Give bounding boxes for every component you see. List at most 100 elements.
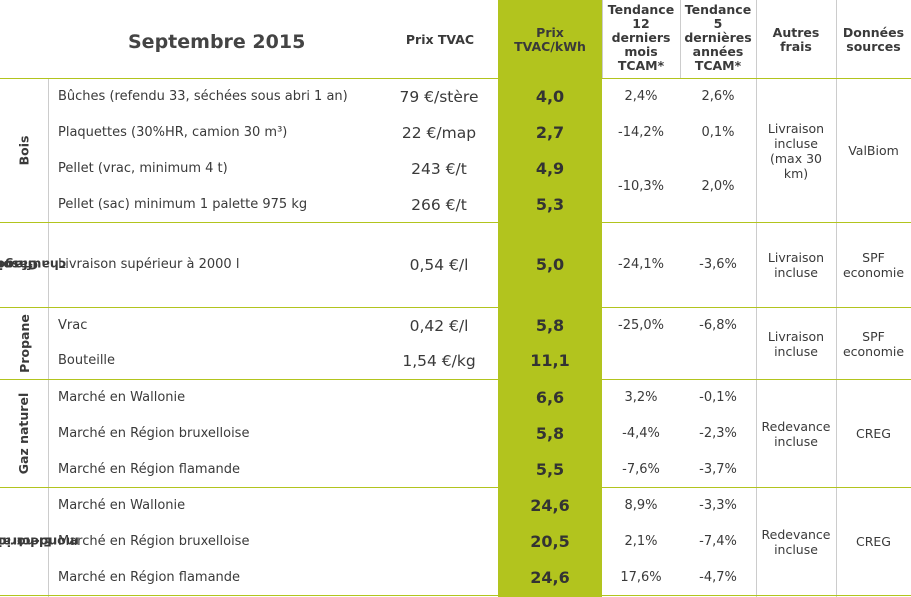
row-price-kwh: 5,8: [535, 316, 565, 335]
row-price: 0,54 €/l: [409, 256, 469, 274]
source-gaz: CREG: [856, 426, 891, 441]
source-gasoil: SPF economie: [842, 250, 905, 280]
table-row: Livraison supérieur à 2000 l 0,54 €/l 5,…: [0, 247, 911, 283]
price-kwh-column-bg: [498, 0, 602, 597]
table-row: Pellet (vrac, minimum 4 t) 243 €/t 4,9: [0, 151, 911, 187]
row-trend-12m: 2,4%: [624, 89, 658, 104]
header-price-kwh: Prix TVAC/kWh: [514, 25, 586, 54]
row-label: Bouteille: [58, 353, 116, 368]
fees-bois: Livraison incluse (max 30 km): [767, 120, 825, 181]
row-trend-5y: -4,7%: [699, 570, 737, 585]
row-trend-12m: -7,6%: [622, 462, 660, 477]
row-price-kwh: 24,6: [530, 496, 570, 515]
row-price-kwh: 5,5: [535, 460, 565, 479]
row-label: Marché en Région flamande: [58, 462, 241, 477]
row-price-kwh: 2,7: [535, 123, 565, 142]
row-label: Marché en Région bruxelloise: [58, 426, 250, 441]
row-label: Marché en Wallonie: [58, 390, 186, 405]
row-trend-12m: 17,6%: [620, 570, 662, 585]
row-price: 243 €/t: [411, 160, 467, 178]
table-row: Marché en Wallonie 6,6 3,2% -0,1%: [0, 380, 911, 416]
row-trend-5y: -3,3%: [699, 498, 737, 513]
group-separator: [0, 379, 911, 380]
group-separator: [0, 487, 911, 488]
row-label: Livraison supérieur à 2000 l: [58, 257, 240, 272]
source-propane: SPF economie: [842, 328, 905, 359]
separator: [602, 0, 603, 78]
row-price-kwh: 4,9: [535, 159, 565, 178]
row-trend-12m: -4,4%: [622, 426, 660, 441]
row-trend-12m: 2,1%: [624, 534, 658, 549]
row-price-kwh: 20,5: [530, 532, 570, 551]
row-trend-5y: 2,6%: [701, 89, 735, 104]
row-label: Pellet (sac) minimum 1 palette 975 kg: [58, 197, 308, 212]
row-label: Marché en Wallonie: [58, 498, 186, 513]
fees-gaz: Redevance incluse: [761, 418, 831, 449]
table-row: Marché en Région flamande 24,6 17,6% -4,…: [0, 560, 911, 596]
source-electricite: CREG: [856, 534, 891, 549]
group-separator: [0, 307, 911, 308]
fees-gasoil: Livraison incluse: [767, 250, 825, 280]
row-price: 22 €/map: [401, 124, 477, 142]
row-trend-12m: 3,2%: [624, 390, 658, 405]
row-trend-12m: -10,3%: [618, 179, 664, 194]
row-price-kwh: 4,0: [535, 87, 565, 106]
row-trend-5y: 0,1%: [701, 125, 735, 140]
table-row: Pellet (sac) minimum 1 palette 975 kg 26…: [0, 187, 911, 223]
page-title: Septembre 2015: [128, 31, 306, 53]
pellet-merged-trends: -10,3% 2,0%: [0, 169, 911, 205]
row-trend-5y: -3,7%: [699, 462, 737, 477]
row-label: Plaquettes (30%HR, camion 30 m³): [58, 125, 288, 140]
separator: [836, 78, 837, 597]
row-label: Marché en Région flamande: [58, 570, 241, 585]
row-trend-5y: -2,3%: [699, 426, 737, 441]
row-label: Vrac: [58, 318, 88, 333]
separator: [756, 0, 757, 78]
separator: [756, 78, 757, 597]
row-price-kwh: 24,6: [530, 568, 570, 587]
row-price: 79 €/stère: [399, 88, 479, 106]
header-other-fees: Autres frais: [772, 25, 820, 54]
row-trend-12m: -24,1%: [618, 257, 664, 272]
row-price-kwh: 5,8: [535, 424, 565, 443]
row-trend-12m: -14,2%: [618, 125, 664, 140]
table-row: Vrac 0,42 €/l 5,8 -25,0% -6,8%: [0, 308, 911, 344]
table-row: Bouteille 1,54 €/kg 11,1: [0, 343, 911, 379]
row-trend-5y: -7,4%: [699, 534, 737, 549]
row-trend-12m: -25,0%: [618, 318, 664, 333]
table-row: Marché en Wallonie 24,6 8,9% -3,3%: [0, 488, 911, 524]
group-separator: [0, 78, 911, 79]
fees-electricite: Redevance incluse: [761, 526, 831, 557]
source-bois: ValBiom: [848, 143, 899, 158]
header-data-sources: Données sources: [842, 25, 905, 54]
row-trend-5y: -0,1%: [699, 390, 737, 405]
header-trend-12-months: Tendance 12 derniers mois TCAM*: [607, 2, 675, 73]
header-price: Prix TVAC: [405, 32, 475, 47]
fees-propane: Livraison incluse: [767, 328, 825, 359]
row-price: 266 €/t: [411, 196, 467, 214]
separator: [680, 0, 681, 78]
row-price-kwh: 6,6: [535, 388, 565, 407]
row-label: Pellet (vrac, minimum 4 t): [58, 161, 228, 176]
header-trend-5-years: Tendance 5 dernières années TCAM*: [684, 2, 752, 73]
table-row: Marché en Région bruxelloise 5,8 -4,4% -…: [0, 416, 911, 452]
table-row: Marché en Région bruxelloise 20,5 2,1% -…: [0, 524, 911, 560]
row-price: 1,54 €/kg: [402, 352, 476, 370]
group-separator: [0, 222, 911, 223]
row-trend-12m: 8,9%: [624, 498, 658, 513]
separator: [836, 0, 837, 78]
row-price-kwh: 5,0: [535, 255, 565, 274]
row-trend-5y: 2,0%: [701, 179, 735, 194]
separator: [48, 78, 49, 597]
row-trend-5y: -6,8%: [699, 318, 737, 333]
group-separator: [0, 595, 911, 596]
row-label: Bûches (refendu 33, séchées sous abri 1 …: [58, 89, 348, 104]
table-row: Bûches (refendu 33, séchées sous abri 1 …: [0, 79, 911, 115]
row-price: 0,42 €/l: [409, 317, 469, 335]
row-trend-5y: -3,6%: [699, 257, 737, 272]
row-price-kwh: 11,1: [530, 351, 570, 370]
row-price-kwh: 5,3: [535, 195, 565, 214]
table-row: Plaquettes (30%HR, camion 30 m³) 22 €/ma…: [0, 115, 911, 151]
table-row: Marché en Région flamande 5,5 -7,6% -3,7…: [0, 452, 911, 488]
